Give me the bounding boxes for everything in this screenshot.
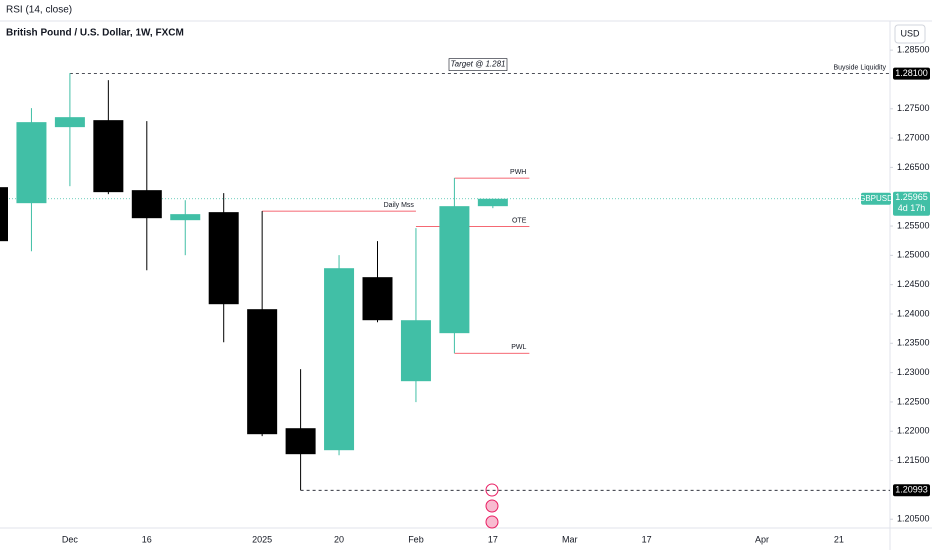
- target-box: [448, 58, 508, 71]
- x-tick-label: 2025: [252, 534, 272, 544]
- candle-body: [54, 117, 85, 128]
- zone-label: OTE: [512, 217, 527, 224]
- zone-label: PWH: [510, 169, 526, 176]
- target-label: Buyside Liquidity: [833, 64, 886, 71]
- y-tick-label: 1.27500: [897, 103, 930, 113]
- low-level-price: 1.20993: [895, 485, 928, 495]
- target-text: Target @ 1.281: [451, 60, 506, 69]
- target-price: 1.28100: [895, 68, 928, 78]
- x-tick-label: 20: [334, 534, 344, 544]
- y-tick-label: 1.22500: [897, 396, 930, 406]
- y-tick-label: 1.24500: [897, 279, 930, 289]
- countdown: 4d 17h: [898, 203, 926, 213]
- x-tick-label: 21: [834, 534, 844, 544]
- event-icon[interactable]: [485, 499, 499, 513]
- candle-body: [285, 428, 316, 455]
- low-level-price-bg: [893, 484, 930, 497]
- candle-body: [16, 122, 47, 204]
- y-tick-label: 1.23500: [897, 338, 930, 348]
- y-tick-label: 1.21500: [897, 455, 930, 465]
- x-tick-label: Mar: [562, 534, 578, 544]
- candle-body: [400, 320, 431, 382]
- y-tick-label: 1.22000: [897, 426, 930, 436]
- candle-body: [247, 309, 278, 435]
- y-tick-label: 1.20500: [897, 514, 930, 524]
- last-price-bg: [893, 191, 930, 216]
- candle-body: [362, 277, 393, 321]
- x-tick-label: Dec: [62, 534, 79, 544]
- y-tick-label: 1.25500: [897, 220, 930, 230]
- y-tick-label: 1.23000: [897, 367, 930, 377]
- candle-body: [131, 190, 162, 219]
- x-tick-label: Apr: [755, 534, 769, 544]
- event-icons[interactable]: [485, 483, 499, 529]
- candle-body: [0, 187, 8, 242]
- event-icon[interactable]: [485, 483, 499, 497]
- symbol: GBPUSD: [859, 194, 893, 203]
- chart-title: British Pound / U.S. Dollar, 1W, FXCM: [6, 28, 184, 39]
- candle-body: [208, 212, 239, 305]
- currency-box[interactable]: [894, 24, 926, 44]
- y-tick-label: 1.25000: [897, 250, 930, 260]
- candle-body: [93, 120, 124, 193]
- candle-body: [477, 198, 508, 207]
- x-tick-label: 16: [142, 534, 152, 544]
- y-tick-label: 1.27000: [897, 132, 930, 142]
- indicator-label: RSI (14, close): [6, 5, 72, 16]
- event-icon[interactable]: [485, 515, 499, 529]
- candle-body: [439, 206, 470, 334]
- x-tick-label: Feb: [408, 534, 424, 544]
- candle-body: [324, 268, 355, 451]
- last-price: 1.25965: [895, 192, 928, 202]
- currency[interactable]: USD: [900, 28, 920, 38]
- y-tick-label: 1.24000: [897, 308, 930, 318]
- target-price-bg: [893, 67, 930, 80]
- x-tick-label: 17: [642, 534, 652, 544]
- y-tick-label: 1.28500: [897, 45, 930, 55]
- candle-body: [170, 214, 201, 221]
- x-tick-label: 17: [488, 534, 498, 544]
- zone-label: Daily Mss: [384, 202, 415, 209]
- zone-label: PWL: [511, 344, 526, 351]
- symbol-bg: [861, 192, 891, 205]
- y-tick-label: 1.26500: [897, 162, 930, 172]
